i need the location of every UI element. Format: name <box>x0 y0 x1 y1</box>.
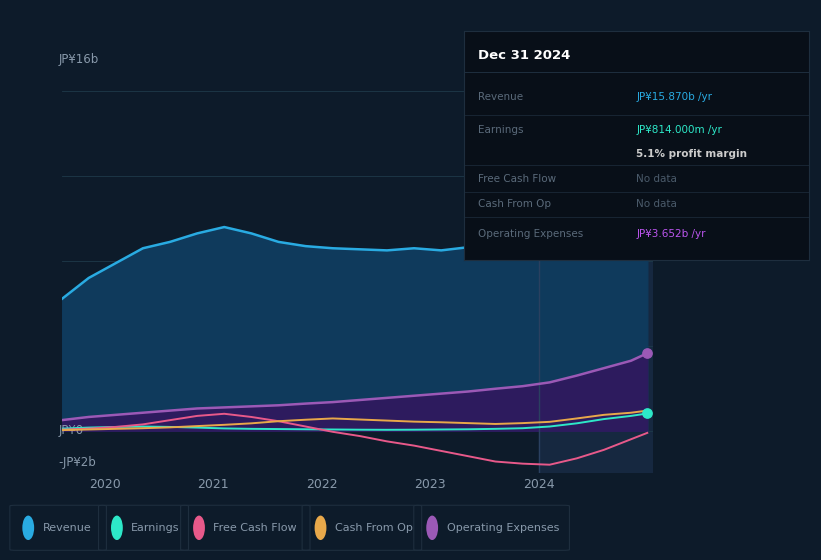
Text: Dec 31 2024: Dec 31 2024 <box>478 49 570 62</box>
Ellipse shape <box>193 516 205 540</box>
Text: Revenue: Revenue <box>478 92 523 102</box>
Text: JP¥3.652b /yr: JP¥3.652b /yr <box>636 229 706 239</box>
Bar <box>539 70 653 473</box>
Text: No data: No data <box>636 199 677 209</box>
Text: Earnings: Earnings <box>131 523 180 533</box>
Text: JP¥16b: JP¥16b <box>58 53 99 66</box>
Text: JP¥814.000m /yr: JP¥814.000m /yr <box>636 124 722 134</box>
Text: Free Cash Flow: Free Cash Flow <box>213 523 297 533</box>
Text: 5.1% profit margin: 5.1% profit margin <box>636 148 747 158</box>
Text: No data: No data <box>636 174 677 184</box>
Point <box>640 409 654 418</box>
Ellipse shape <box>111 516 123 540</box>
Text: JP¥0: JP¥0 <box>58 424 84 437</box>
Ellipse shape <box>22 516 34 540</box>
Text: Free Cash Flow: Free Cash Flow <box>478 174 556 184</box>
Ellipse shape <box>426 516 438 540</box>
Text: Cash From Op: Cash From Op <box>478 199 551 209</box>
Point <box>640 90 654 99</box>
Text: Operating Expenses: Operating Expenses <box>478 229 583 239</box>
Text: -JP¥2b: -JP¥2b <box>58 456 96 469</box>
Ellipse shape <box>314 516 327 540</box>
Text: Operating Expenses: Operating Expenses <box>447 523 559 533</box>
Point <box>640 349 654 358</box>
Text: Earnings: Earnings <box>478 124 523 134</box>
Text: Revenue: Revenue <box>43 523 91 533</box>
Text: Cash From Op: Cash From Op <box>335 523 413 533</box>
Text: JP¥15.870b /yr: JP¥15.870b /yr <box>636 92 713 102</box>
